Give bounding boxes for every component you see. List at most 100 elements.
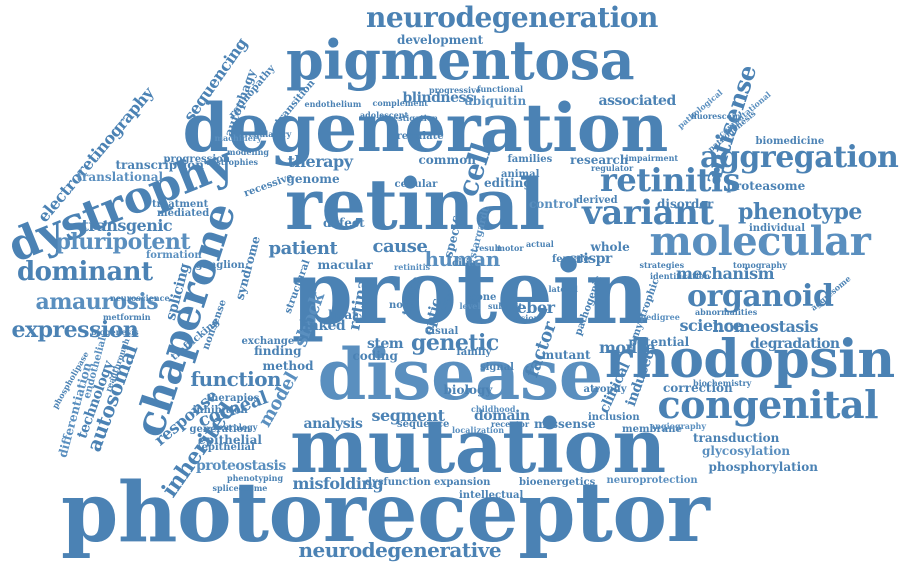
cloud-word: common — [418, 153, 476, 167]
cloud-word: bioenergetics — [519, 477, 596, 488]
cloud-word: motor — [496, 243, 524, 253]
cloud-word: receptor — [491, 419, 530, 429]
cloud-word: genetic — [411, 330, 499, 356]
cloud-word: angiography — [650, 421, 707, 431]
cloud-word: result — [475, 243, 502, 253]
cloud-word: homeostasis — [712, 317, 819, 336]
cloud-word: finding — [254, 344, 302, 358]
cloud-word: regulatory — [244, 129, 292, 139]
cloud-word: genome — [286, 172, 340, 186]
cloud-word: biology — [443, 383, 493, 397]
cloud-word: transcription — [115, 158, 205, 172]
cloud-word: retinitis — [394, 262, 431, 272]
cloud-word: missense — [534, 417, 596, 431]
cloud-word: membrane — [622, 424, 682, 435]
cloud-word: mutation — [290, 404, 666, 490]
cloud-word: domain — [474, 408, 530, 424]
cloud-word: lateral — [548, 284, 578, 294]
cloud-word: formation — [146, 250, 202, 261]
cloud-word: patient — [268, 238, 338, 259]
cloud-word: inclusion — [588, 412, 640, 423]
cloud-word: metformin — [103, 312, 151, 322]
cloud-word: vision — [513, 313, 540, 323]
cloud-word: transduction — [693, 431, 780, 445]
cloud-word: investigation — [379, 113, 439, 123]
cloud-word: science — [679, 316, 744, 335]
cloud-word: pluripotent — [55, 229, 191, 255]
cloud-word: localization — [452, 425, 505, 435]
cloud-word: variant — [582, 193, 714, 233]
cloud-word: correction — [663, 381, 733, 395]
cloud-word: blindness — [402, 90, 474, 106]
cloud-word: retinal — [285, 163, 545, 246]
cloud-word: mediated — [157, 208, 210, 219]
cloud-word: strategies — [639, 260, 685, 270]
cloud-word: photoreceptor — [61, 465, 710, 561]
cloud-word: misfolding — [292, 474, 384, 493]
cloud-word: expansion — [434, 477, 491, 488]
cloud-word: proteostasis — [196, 458, 286, 474]
cloud-word: stem — [367, 336, 404, 352]
cloud-word: ganglion — [195, 260, 245, 271]
cloud-word: cellular — [394, 179, 438, 190]
cloud-word: potential — [628, 335, 690, 349]
cloud-word: crispr — [568, 251, 613, 267]
cloud-word: identification — [650, 271, 711, 281]
cloud-word: amaurosis — [35, 289, 159, 315]
cloud-word: cone — [470, 292, 497, 303]
cloud-word: segment — [371, 406, 446, 425]
cloud-word: translational — [76, 170, 164, 184]
cloud-word: degeneration — [182, 89, 669, 167]
cloud-word: control — [529, 197, 578, 211]
cloud-word: protein — [291, 240, 650, 344]
cloud-word: analysis — [303, 416, 363, 432]
cloud-word: neuroprotection — [606, 475, 698, 486]
cloud-word: level — [459, 301, 481, 311]
cloud-word: phenotyping — [227, 473, 284, 483]
cloud-word: research — [570, 153, 629, 167]
cloud-word: aggregation — [700, 140, 899, 175]
cloud-word: epithelial — [198, 433, 262, 447]
cloud-word: female — [552, 254, 590, 265]
cloud-word: exchange — [241, 336, 295, 347]
cloud-word: modeling — [227, 147, 269, 157]
cloud-word: subunit — [488, 301, 523, 311]
cloud-word: associated — [598, 93, 677, 109]
cloud-word: novel — [389, 300, 419, 311]
cloud-word: abnormalities — [695, 307, 758, 317]
cloud-word: therapy — [287, 152, 353, 171]
cloud-word: regulator — [591, 163, 634, 173]
cloud-word: neurology — [212, 422, 258, 432]
cloud-word: expression — [11, 317, 139, 343]
cloud-word: mouse — [599, 338, 655, 357]
cloud-word: proteasome — [726, 179, 806, 193]
cloud-word: families — [507, 154, 553, 165]
cloud-word: treatment — [152, 199, 209, 210]
cloud-word: spliceosome — [212, 483, 268, 493]
cloud-word: degradation — [750, 336, 840, 352]
cloud-word: endothelium — [304, 99, 362, 109]
cloud-word: function — [190, 367, 282, 391]
cloud-word: dysfunction — [365, 477, 431, 488]
cloud-word: biogenesis — [91, 327, 139, 337]
cloud-word: fluorescein — [691, 111, 741, 121]
cloud-word: impairment — [625, 153, 679, 163]
cloud-word: method — [262, 359, 314, 373]
cloud-word: pedigree — [640, 312, 680, 322]
cloud-word: sequence — [397, 419, 450, 430]
cloud-word: heat — [328, 308, 358, 322]
cloud-word: organoid — [687, 279, 834, 314]
cloud-word: adolescent — [360, 110, 409, 120]
cloud-word: macular — [317, 258, 373, 272]
cloud-word: phosphorylation — [708, 460, 818, 474]
cloud-word: editing — [484, 176, 532, 190]
cloud-word: ubiquitin — [464, 94, 527, 108]
cloud-word: cilia — [452, 258, 476, 269]
cloud-word: neurodegeneration — [366, 1, 658, 34]
cloud-word: functional — [477, 84, 524, 94]
cloud-word: therapies — [206, 393, 260, 404]
cloud-word: rhodopsin — [605, 329, 895, 390]
cloud-word: tomography — [733, 260, 787, 270]
cloud-word: mutant — [541, 348, 591, 362]
cloud-word: epithelial — [201, 442, 255, 453]
